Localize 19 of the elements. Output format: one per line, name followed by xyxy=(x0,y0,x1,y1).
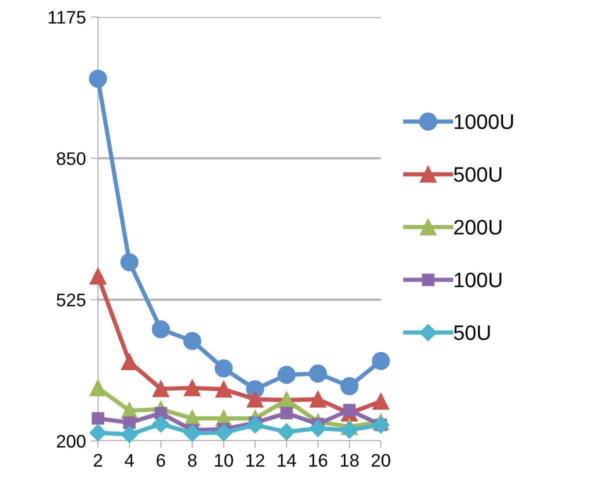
y-tick-label: 850 xyxy=(56,152,86,166)
y-tick-label: 1175 xyxy=(48,11,86,24)
x-tick-label: 2 xyxy=(94,454,102,467)
x-tick-label: 18 xyxy=(340,454,359,467)
legend-label: 50U xyxy=(454,325,490,340)
x-tick-label: 8 xyxy=(188,454,197,467)
x-tick-label: 6 xyxy=(156,454,166,467)
x-tick-label: 20 xyxy=(372,454,390,467)
legend-label: 100U xyxy=(454,272,502,288)
legend-label: 1000U xyxy=(454,114,513,130)
legend-label: 500U xyxy=(454,167,502,182)
x-tick-label: 4 xyxy=(124,454,134,467)
x-tick-label: 16 xyxy=(309,454,328,467)
y-tick-label: 525 xyxy=(56,294,86,306)
x-tick-label: 12 xyxy=(246,454,264,467)
x-tick-label: 14 xyxy=(278,454,296,467)
legend-label: 200U xyxy=(454,220,502,235)
x-tick-label: 10 xyxy=(215,454,234,467)
y-tick-label: 200 xyxy=(56,434,86,448)
